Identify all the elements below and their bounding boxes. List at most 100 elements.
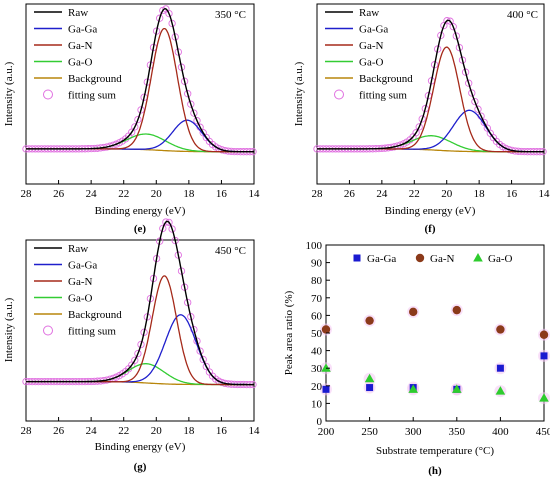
plot-frame: [25, 3, 255, 185]
legend-ga-n: Ga-N: [34, 276, 92, 288]
x-axis-label: Binding energy (eV): [95, 441, 186, 453]
x-tick-label: 450: [536, 426, 550, 438]
fitting-sum-point: [180, 77, 189, 85]
legend-label: Background: [68, 73, 122, 85]
fitting-sum-point: [134, 115, 142, 124]
y-tick-label: 80: [311, 275, 323, 287]
fitting-sum-point: [412, 129, 420, 137]
legend-label: Ga-N: [68, 276, 92, 288]
legend-label: Ga-N: [359, 40, 383, 52]
fitting-sum-point: [455, 43, 464, 52]
legend-ga-n: Ga-N: [34, 40, 92, 52]
y-axis-label: Peak area ratio (%): [283, 290, 295, 375]
fitting-sum-point: [134, 349, 142, 358]
legend-label: fitting sum: [68, 326, 116, 338]
fitting-sum-point: [165, 9, 173, 18]
fitting-sum-point: [396, 141, 405, 149]
legend-label: fitting sum: [68, 90, 116, 102]
fitting-sum-point: [156, 14, 164, 22]
fitting-sum-point: [159, 224, 167, 233]
legend-ga-ga: Ga-Ga: [353, 253, 396, 265]
legend-label: Ga-O: [68, 293, 92, 305]
fitting-sum-point: [131, 123, 139, 131]
fitting-sum-point: [449, 23, 457, 31]
fitting-sum-point: [168, 225, 176, 233]
fitting-sum-point: [171, 236, 179, 245]
fitting-sum-point: [106, 375, 114, 383]
ga-o-point: [408, 384, 418, 393]
x-tick-label: 16: [216, 425, 228, 437]
x-tick-label: 26: [344, 188, 356, 200]
fitting-sum-point: [193, 117, 201, 125]
x-tick-label: 28: [21, 425, 33, 437]
fitting-sum-point: [131, 356, 139, 364]
ga-n-point: [496, 325, 505, 334]
legend-label: Ga-Ga: [359, 24, 388, 36]
legend-ga-ga: Ga-Ga: [325, 24, 388, 36]
y-tick-label: 0: [317, 416, 323, 428]
x-tick-label: 24: [376, 188, 388, 200]
y-axis-label: Intensity (a.u.): [293, 61, 305, 126]
legend-ga-o: Ga-O: [325, 57, 383, 69]
fitting-sum-point: [184, 90, 192, 98]
ga-n-line: [26, 27, 254, 153]
x-tick-label: 14: [249, 425, 261, 437]
fitting-sum-point: [461, 68, 470, 76]
fitting-sum-point: [137, 340, 145, 349]
legend-fitting-sum: fitting sum: [43, 325, 116, 338]
legend-ga-ga: Ga-Ga: [34, 260, 97, 272]
legend-background: Background: [34, 73, 122, 85]
raw-line: [26, 7, 254, 153]
x-tick-label: 26: [53, 188, 65, 200]
legend-label: Ga-Ga: [68, 260, 97, 272]
fitting-sum-point: [471, 97, 479, 106]
x-tick-label: 16: [216, 188, 228, 200]
x-tick-label: 22: [409, 188, 420, 200]
legend-ga-n: Ga-N: [415, 253, 454, 265]
x-tick-label: 300: [405, 426, 422, 438]
x-tick-label: 20: [151, 188, 163, 200]
y-tick-label: 10: [311, 398, 323, 410]
x-tick-label: 350: [449, 426, 466, 438]
x-tick-label: 24: [86, 425, 98, 437]
legend-swatch: [43, 89, 53, 100]
y-tick-label: 50: [311, 328, 323, 340]
panel-label: (h): [428, 465, 442, 477]
ga-o-point: [495, 386, 506, 395]
plot-frame: [325, 244, 545, 422]
legend-label: Ga-Ga: [68, 24, 97, 36]
ga-n-point: [409, 307, 418, 317]
ga-ga-point: [540, 352, 548, 360]
ga-o-point: [539, 393, 549, 402]
legend-background: Background: [34, 309, 122, 321]
raw-line: [317, 19, 544, 153]
x-tick-label: 18: [183, 425, 195, 437]
ga-o-point: [364, 373, 375, 383]
legend-marker: [353, 254, 361, 262]
fitting-sum-point: [452, 32, 460, 40]
ga-o-point: [321, 363, 331, 372]
x-tick-label: 18: [474, 188, 486, 200]
fitting-sum-point: [199, 355, 207, 364]
fitting-sum-point: [202, 362, 210, 371]
x-tick-label: 16: [506, 188, 518, 200]
legend-ga-o: Ga-O: [34, 57, 92, 69]
fitting-sum-point: [190, 109, 198, 117]
fitting-sum-point: [128, 128, 136, 136]
temperature-label: 350 °C: [215, 9, 246, 21]
legend-swatch: [334, 89, 344, 100]
x-tick-label: 400: [492, 426, 509, 438]
x-tick-label: 20: [151, 425, 163, 437]
x-axis-label: Binding energy (eV): [385, 205, 476, 217]
y-tick-label: 70: [311, 293, 323, 305]
x-tick-label: 28: [21, 188, 33, 200]
legend-swatch: [43, 325, 53, 336]
ga-n-point: [365, 316, 374, 325]
legend-marker: [415, 253, 425, 263]
fitting-sum-point: [468, 89, 476, 97]
legend-ga-n: Ga-N: [325, 40, 383, 52]
xps-panel-350: Raw Ga-Ga Ga-N Ga-O Background fitting sum 28…: [3, 3, 260, 235]
plot-frame: [316, 3, 545, 185]
legend-background: Background: [325, 73, 413, 85]
x-tick-label: 18: [183, 188, 195, 200]
